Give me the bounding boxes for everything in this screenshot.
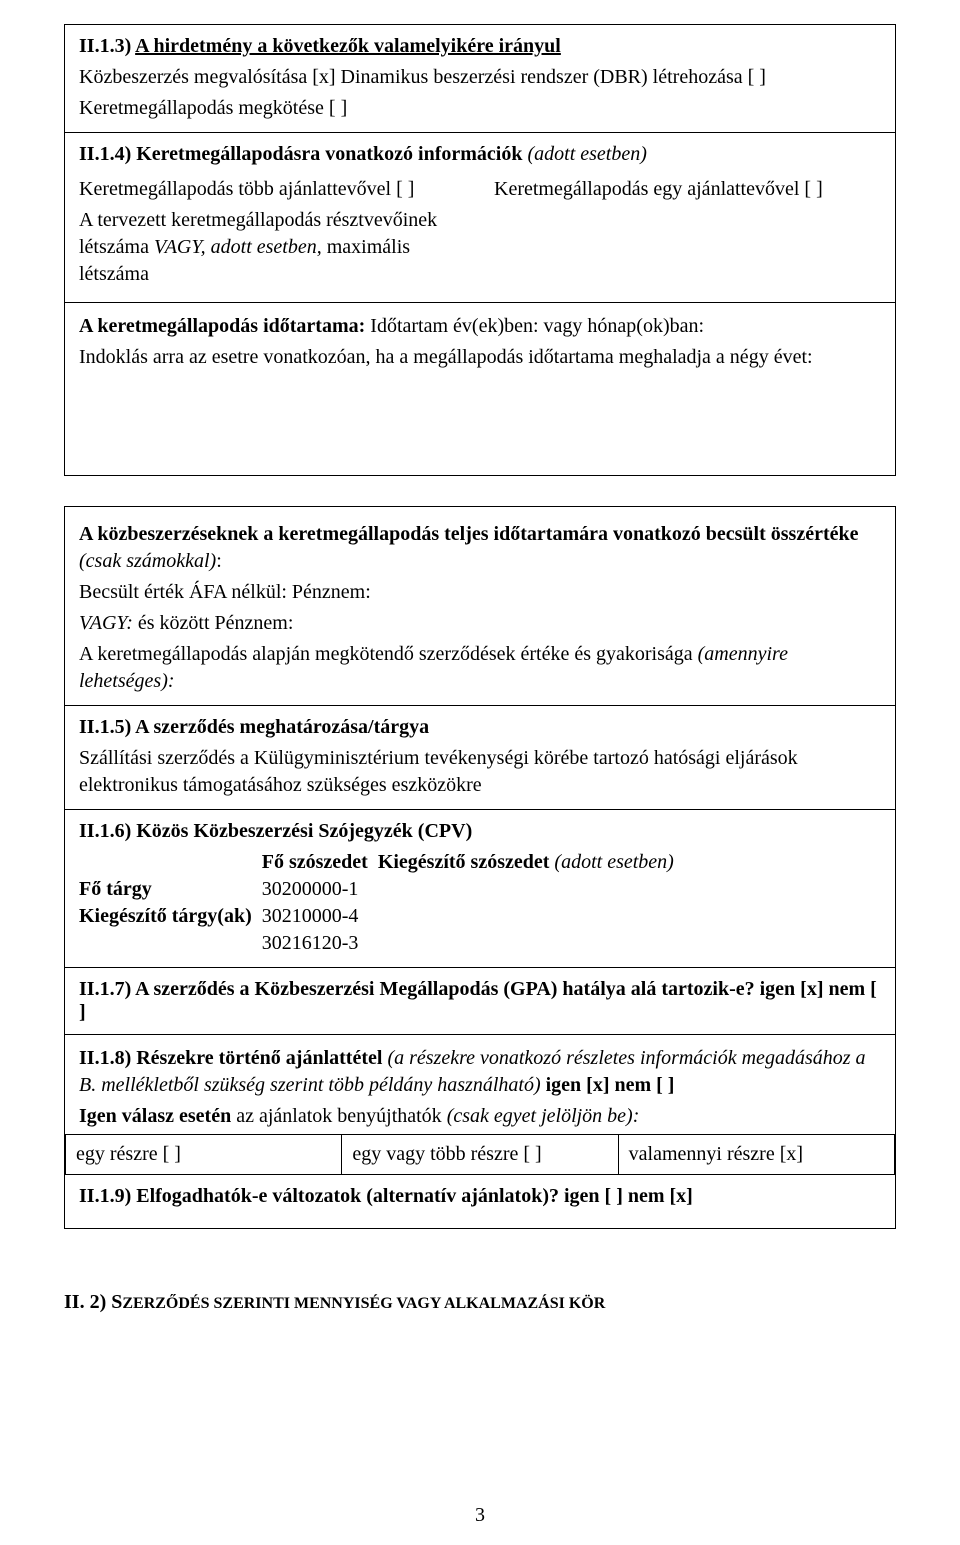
- heading-1-3-text: A hirdetmény a következők valamelyikére …: [135, 35, 561, 57]
- box-section-1-3-1-4: II.1.3) A hirdetmény a következők valame…: [64, 24, 896, 476]
- cpv-row-label: [79, 930, 262, 957]
- cpv-row-label: Kiegészítő tárgy(ak): [79, 903, 262, 930]
- two-column-1-4: Keretmegállapodás több ajánlattevővel [ …: [79, 172, 881, 292]
- cpv-col2-header: Fő szószedet: [262, 849, 378, 876]
- divider: [65, 302, 895, 303]
- heading-1-3: II.1.3) A hirdetmény a következők valame…: [79, 35, 881, 58]
- text-1-5-body: Szállítási szerződés a Külügyminisztériu…: [79, 745, 881, 799]
- text-1-8-line2: Igen válasz esetén az ajánlatok benyújth…: [79, 1103, 881, 1130]
- parts-option-2: egy vagy több részre [ ]: [341, 1135, 617, 1174]
- cpv-row-label: Fő tárgy: [79, 876, 262, 903]
- divider: [65, 967, 895, 968]
- heading-1-4-text: II.1.4) Keretmegállapodásra vonatkozó in…: [79, 143, 528, 165]
- parts-option-1: egy részre [ ]: [66, 1135, 341, 1174]
- text-1-4-justification: Indoklás arra az esetre vonatkozóan, ha …: [79, 344, 881, 371]
- divider: [65, 132, 895, 133]
- total-value-line2: VAGY: és között Pénznem:: [79, 610, 881, 637]
- page: II.1.3) A hirdetmény a következők valame…: [0, 0, 960, 1545]
- total-value-line1: Becsült érték ÁFA nélkül: Pénznem:: [79, 579, 881, 606]
- box-section-1-5-to-1-9: A közbeszerzéseknek a keretmegállapodás …: [64, 506, 896, 1229]
- cpv-row: Fő tárgy 30200000-1: [79, 876, 684, 903]
- total-value-line2-rest: és között Pénznem:: [133, 612, 294, 634]
- text-1-3-line2: Keretmegállapodás megkötése [ ]: [79, 95, 881, 122]
- text-1-4-right: Keretmegállapodás egy ajánlattevővel [ ]: [494, 176, 881, 203]
- col-left: Keretmegállapodás több ajánlattevővel [ …: [79, 172, 466, 292]
- text-1-4-duration-rest: Időtartam év(ek)ben: vagy hónap(ok)ban:: [365, 315, 704, 337]
- parts-option-3: valamennyi részre [x]: [618, 1135, 894, 1174]
- text-1-4-duration: A keretmegállapodás időtartama: Időtarta…: [79, 313, 881, 340]
- text-1-8-line2-rest: az ajánlatok benyújthatók: [231, 1105, 446, 1127]
- divider: [65, 705, 895, 706]
- total-value-title-bold: A közbeszerzéseknek a keretmegállapodás …: [79, 523, 859, 545]
- divider: [65, 1034, 895, 1035]
- page-number: 3: [0, 1504, 960, 1527]
- text-1-4-left2: A tervezett keretmegállapodás résztvevői…: [79, 207, 466, 288]
- cpv-col3-header-italic: (adott esetben): [554, 851, 673, 873]
- heading-1-3-prefix: II.1.3): [79, 35, 135, 57]
- cpv-row-code: 30210000-4: [262, 903, 378, 930]
- heading-1-4: II.1.4) Keretmegállapodásra vonatkozó in…: [79, 143, 881, 166]
- heading-1-8-bold2: igen [x] nem [ ]: [541, 1074, 675, 1096]
- text-1-4-left2b: VAGY, adott esetben,: [154, 236, 322, 258]
- cpv-row-code: 30216120-3: [262, 930, 378, 957]
- cpv-row-code: 30200000-1: [262, 876, 378, 903]
- text-1-4-duration-label: A keretmegállapodás időtartama:: [79, 315, 365, 337]
- cpv-table: Fő szószedet Kiegészítő szószedet (adott…: [79, 849, 684, 957]
- heading-1-9: II.1.9) Elfogadhatók-e változatok (alter…: [79, 1185, 881, 1208]
- total-value-line3: A keretmegállapodás alapján megkötendő s…: [79, 641, 881, 695]
- cpv-col3-header-bold: Kiegészítő szószedet: [378, 851, 555, 873]
- cpv-col3-header: Kiegészítő szószedet (adott esetben): [378, 849, 684, 876]
- heading-1-4-italic: (adott esetben): [528, 143, 647, 165]
- heading-1-8-bold1: II.1.8) Részekre történő ajánlattétel: [79, 1047, 387, 1069]
- cpv-col1-header: [79, 849, 262, 876]
- heading-ii-2-prefix: II. 2) S: [64, 1291, 122, 1313]
- total-value-line2-italic: VAGY:: [79, 612, 133, 634]
- cpv-row: 30216120-3: [79, 930, 684, 957]
- total-value-title: A közbeszerzéseknek a keretmegállapodás …: [79, 521, 881, 575]
- heading-1-6: II.1.6) Közös Közbeszerzési Szójegyzék (…: [79, 820, 881, 843]
- total-value-line3-text: A keretmegállapodás alapján megkötendő s…: [79, 643, 698, 665]
- col-right: Keretmegállapodás egy ajánlattevővel [ ]: [494, 172, 881, 292]
- parts-options-row: egy részre [ ] egy vagy több részre [ ] …: [65, 1134, 895, 1175]
- total-value-title-italic: (csak számokkal): [79, 550, 216, 572]
- heading-ii-2-rest: ZERZŐDÉS SZERINTI MENNYISÉG VAGY ALKALMA…: [122, 1295, 605, 1312]
- cpv-header-row: Fő szószedet Kiegészítő szószedet (adott…: [79, 849, 684, 876]
- cpv-row: Kiegészítő tárgy(ak) 30210000-4: [79, 903, 684, 930]
- text-1-8-line2-bold: Igen válasz esetén: [79, 1105, 231, 1127]
- text-1-3-line1: Közbeszerzés megvalósítása [x] Dinamikus…: [79, 64, 881, 91]
- text-1-4-left1: Keretmegállapodás több ajánlattevővel [ …: [79, 176, 466, 203]
- heading-ii-2: II. 2) SZERZŐDÉS SZERINTI MENNYISÉG VAGY…: [64, 1289, 896, 1316]
- divider: [65, 809, 895, 810]
- heading-1-8: II.1.8) Részekre történő ajánlattétel (a…: [79, 1045, 881, 1099]
- heading-1-7: II.1.7) A szerződés a Közbeszerzési Megá…: [79, 978, 881, 1024]
- heading-1-5: II.1.5) A szerződés meghatározása/tárgya: [79, 716, 881, 739]
- text-1-8-line2-italic: (csak egyet jelöljön be):: [447, 1105, 640, 1127]
